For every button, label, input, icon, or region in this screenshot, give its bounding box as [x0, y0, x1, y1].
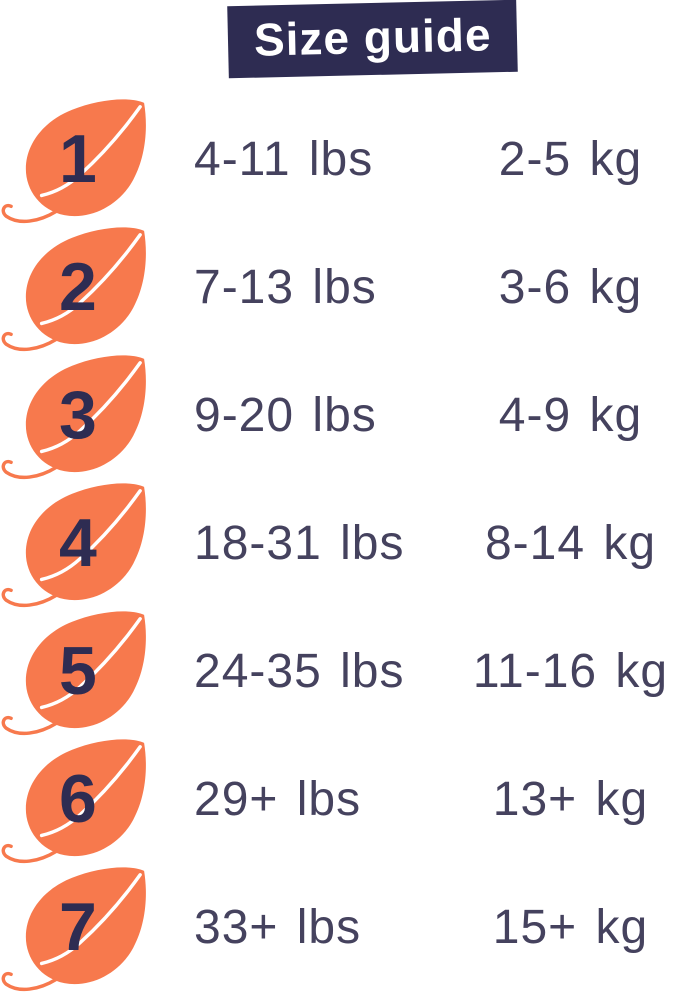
weight-kg-value: 4-9 kg [498, 389, 643, 442]
weight-lbs-value: 9-20 lbs [194, 389, 377, 442]
leaf-icon: 5 [0, 605, 168, 738]
weight-kg-value: 11-16 kg [472, 645, 669, 698]
weight-lbs-value: 24-35 lbs [194, 645, 405, 698]
size-number: 4 [58, 505, 97, 582]
weight-kg-value: 15+ kg [492, 901, 649, 954]
size-number: 6 [58, 761, 97, 838]
size-guide-table: 1 4-11 lbs 2-5 kg 2 7-13 lbs 3-6 kg 3 9-… [0, 93, 679, 989]
leaf-icon: 2 [0, 221, 168, 354]
weight-lbs-value: 29+ lbs [194, 773, 362, 826]
leaf-icon: 1 [0, 93, 168, 226]
size-row-4: 4 18-31 lbs 8-14 kg [0, 477, 679, 605]
size-row-1: 1 4-11 lbs 2-5 kg [0, 93, 679, 221]
leaf-icon: 3 [0, 349, 168, 482]
weight-kg-value: 13+ kg [492, 773, 649, 826]
weight-lbs-value: 18-31 lbs [194, 517, 405, 570]
leaf-icon: 6 [0, 733, 168, 866]
weight-kg-value: 2-5 kg [498, 133, 643, 186]
size-row-6: 6 29+ lbs 13+ kg [0, 733, 679, 861]
size-number: 5 [58, 633, 97, 710]
leaf-icon: 7 [0, 861, 168, 994]
size-number: 7 [58, 889, 97, 966]
size-row-3: 3 9-20 lbs 4-9 kg [0, 349, 679, 477]
size-row-7: 7 33+ lbs 15+ kg [0, 861, 679, 989]
weight-kg-value: 3-6 kg [498, 261, 643, 314]
weight-lbs-value: 4-11 lbs [194, 133, 374, 186]
page-title: Size guide [227, 0, 519, 79]
size-number: 3 [58, 377, 97, 454]
size-number: 1 [58, 121, 97, 198]
size-number: 2 [58, 249, 97, 326]
size-row-5: 5 24-35 lbs 11-16 kg [0, 605, 679, 733]
size-row-2: 2 7-13 lbs 3-6 kg [0, 221, 679, 349]
leaf-icon: 4 [0, 477, 168, 610]
weight-lbs-value: 7-13 lbs [194, 261, 377, 314]
weight-kg-value: 8-14 kg [484, 517, 657, 570]
weight-lbs-value: 33+ lbs [194, 901, 362, 954]
